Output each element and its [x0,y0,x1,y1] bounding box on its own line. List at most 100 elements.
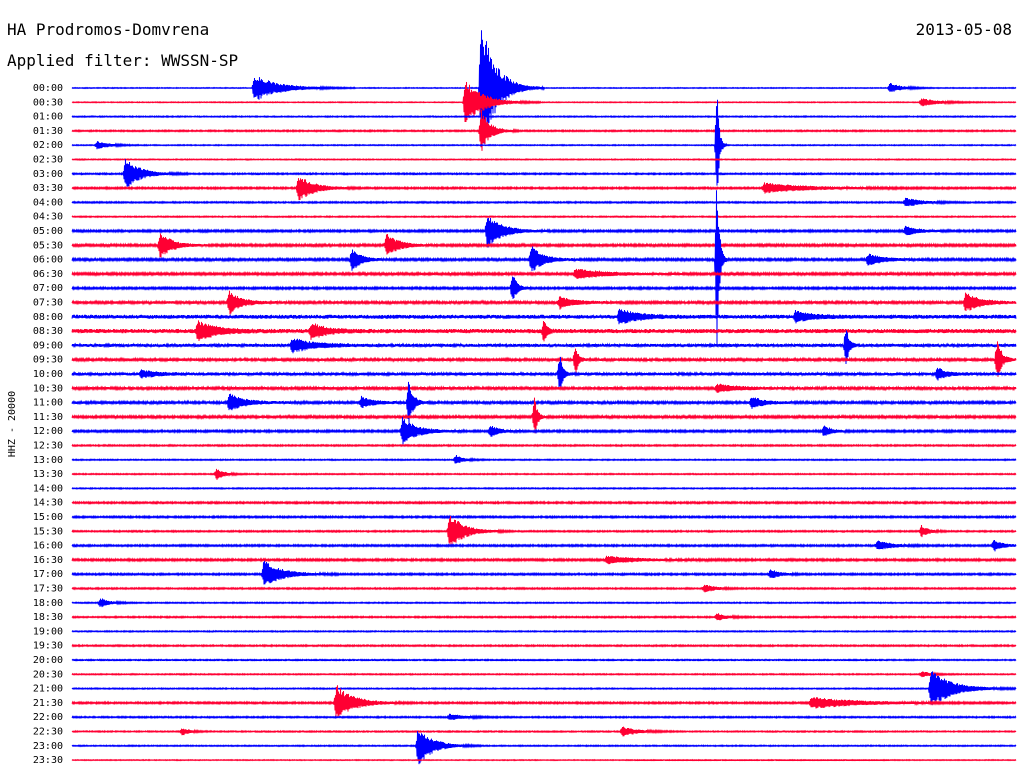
trace-line [71,598,1017,608]
row-time-label: 09:00 [33,340,63,351]
trace-line [71,330,1017,365]
row-time-label: 16:00 [33,541,63,552]
trace-line [71,540,1017,552]
trace-line [71,341,1017,377]
row-time-label: 22:00 [33,712,63,723]
trace-line [71,731,1017,765]
trace-line [71,157,1017,162]
row-time-label: 15:30 [33,526,63,537]
trace-line [71,397,1017,434]
row-time-label: 05:30 [33,240,63,251]
row-time-label: 12:00 [33,426,63,437]
trace-line [71,197,1017,207]
trace-line [71,671,1017,705]
row-time-label: 19:00 [33,626,63,637]
row-time-label: 04:30 [33,212,63,223]
trace-line [71,516,1017,545]
trace-line [71,114,1017,119]
row-time-label: 08:00 [33,312,63,323]
trace-line [71,308,1017,325]
row-time-label: 23:00 [33,741,63,752]
row-time-label: 07:30 [33,298,63,309]
row-time-label: 07:00 [33,283,63,294]
row-time-label: 23:30 [33,755,63,766]
trace-line [71,560,1017,585]
trace-line [71,671,1017,678]
trace-line [71,290,1017,315]
row-time-label: 14:00 [33,483,63,494]
trace-line [71,320,1017,342]
trace-line [71,443,1017,448]
trace-line [71,514,1017,520]
trace-line [71,233,1017,258]
row-time-label: 01:00 [33,112,63,123]
trace-line [71,454,1017,464]
row-time-label: 03:30 [33,183,63,194]
trace-line [71,555,1017,565]
trace-line [71,30,1017,144]
row-time-label: 09:30 [33,355,63,366]
trace-line [71,758,1017,762]
row-time-label: 16:30 [33,555,63,566]
trace-line [71,356,1017,390]
row-time-label: 13:30 [33,469,63,480]
row-time-label: 18:30 [33,612,63,623]
row-time-label: 19:30 [33,641,63,652]
row-time-label: 11:00 [33,398,63,409]
trace-line [71,685,1017,718]
row-time-label: 17:00 [33,569,63,580]
trace-line [71,178,1017,200]
trace-line [71,417,1017,445]
row-time-label: 02:00 [33,140,63,151]
row-time-label: 04:00 [33,197,63,208]
trace-line [71,643,1017,648]
trace-line [71,109,1017,151]
row-time-label: 13:00 [33,455,63,466]
row-time-label: 18:00 [33,598,63,609]
station-title: HA Prodromos-Domvrena [7,20,210,39]
trace-line [71,214,1017,219]
trace-line [71,726,1017,737]
row-time-label: 06:00 [33,255,63,266]
row-time-label: 21:30 [33,698,63,709]
row-time-label: 00:00 [33,83,63,94]
row-time-label: 22:30 [33,727,63,738]
row-time-label: 01:30 [33,126,63,137]
trace-line [71,268,1017,279]
row-time-label: 08:30 [33,326,63,337]
row-time-label: 10:30 [33,383,63,394]
row-time-label: 10:00 [33,369,63,380]
row-time-label: 03:00 [33,169,63,180]
row-time-label: 11:30 [33,412,63,423]
trace-line [71,658,1017,662]
trace-line [71,82,1017,122]
row-time-label: 20:00 [33,655,63,666]
trace-line [71,217,1017,248]
trace-line [71,584,1017,593]
trace-line [71,468,1017,480]
trace-line [71,713,1017,721]
trace-line [71,629,1017,634]
trace-line [71,381,1017,425]
trace-line [71,383,1017,393]
trace-line [71,613,1017,621]
row-time-label: 21:00 [33,684,63,695]
row-time-label: 14:30 [33,498,63,509]
row-time-label: 20:30 [33,669,63,680]
row-time-label: 17:30 [33,584,63,595]
row-time-label: 00:30 [33,97,63,108]
channel-label: HHZ - 20000 [7,391,18,457]
trace-line [71,500,1017,506]
row-time-label: 06:30 [33,269,63,280]
row-time-label: 15:00 [33,512,63,523]
row-time-label: 02:30 [33,155,63,166]
row-time-label: 05:00 [33,226,63,237]
row-time-label: 12:30 [33,441,63,452]
trace-line [71,190,1017,344]
trace-line [71,159,1017,187]
trace-line [71,276,1017,299]
date-label: 2013-05-08 [915,20,1012,39]
filter-label: Applied filter: WWSSN-SP [7,51,239,70]
